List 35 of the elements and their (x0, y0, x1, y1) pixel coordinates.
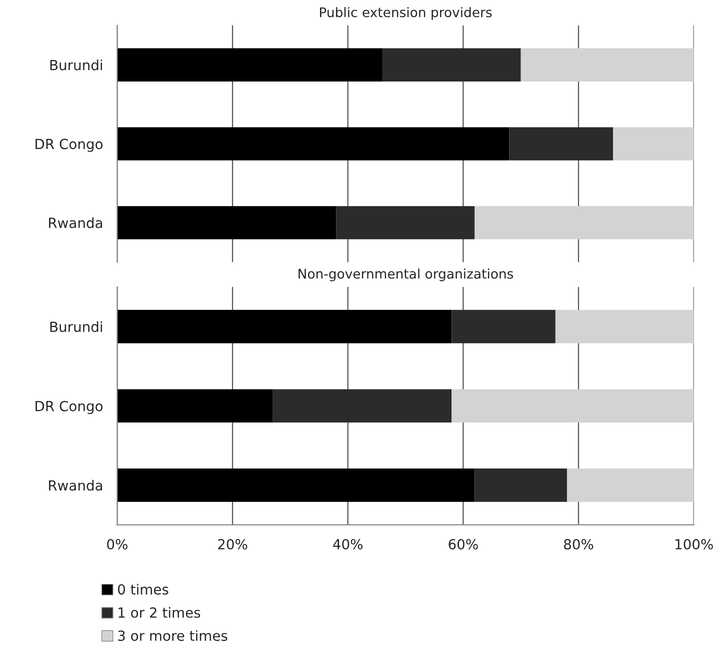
x-tick-label: 40% (333, 538, 363, 550)
bar (272, 389, 452, 423)
bar (117, 468, 475, 502)
x-tick-label: 0% (107, 538, 128, 550)
bar (117, 389, 273, 423)
chart-title: Non-governmental organizations (298, 268, 514, 282)
bar (520, 48, 694, 82)
bar (117, 127, 510, 160)
bar (382, 48, 521, 82)
legend-label: 0 times (118, 584, 168, 595)
bar (509, 127, 614, 160)
bar (613, 127, 694, 160)
legend-label: 3 or more times (118, 630, 228, 641)
bar (452, 310, 556, 344)
bar (117, 206, 336, 240)
chart-title: Public extension providers (320, 7, 492, 20)
y-tick-label: Burundi (50, 60, 102, 70)
x-tick-label: 60% (448, 538, 478, 550)
bar (452, 389, 694, 423)
bar (117, 48, 382, 82)
bar (474, 468, 567, 502)
y-tick-label: Rwanda (49, 217, 102, 228)
bar (474, 206, 694, 240)
legend-label: 1 or 2 times (118, 607, 200, 618)
bar (336, 206, 475, 240)
x-tick-label: 20% (218, 538, 248, 550)
x-tick-label: 100% (676, 538, 713, 550)
x-tick-label: 80% (564, 538, 594, 550)
y-tick-label: Rwanda (49, 480, 102, 491)
y-tick-label: DR Congo (36, 138, 103, 152)
bar (117, 310, 452, 344)
y-tick-label: Burundi (50, 321, 102, 332)
bar (566, 468, 694, 502)
bar (555, 310, 694, 344)
y-tick-label: DR Congo (36, 400, 103, 414)
